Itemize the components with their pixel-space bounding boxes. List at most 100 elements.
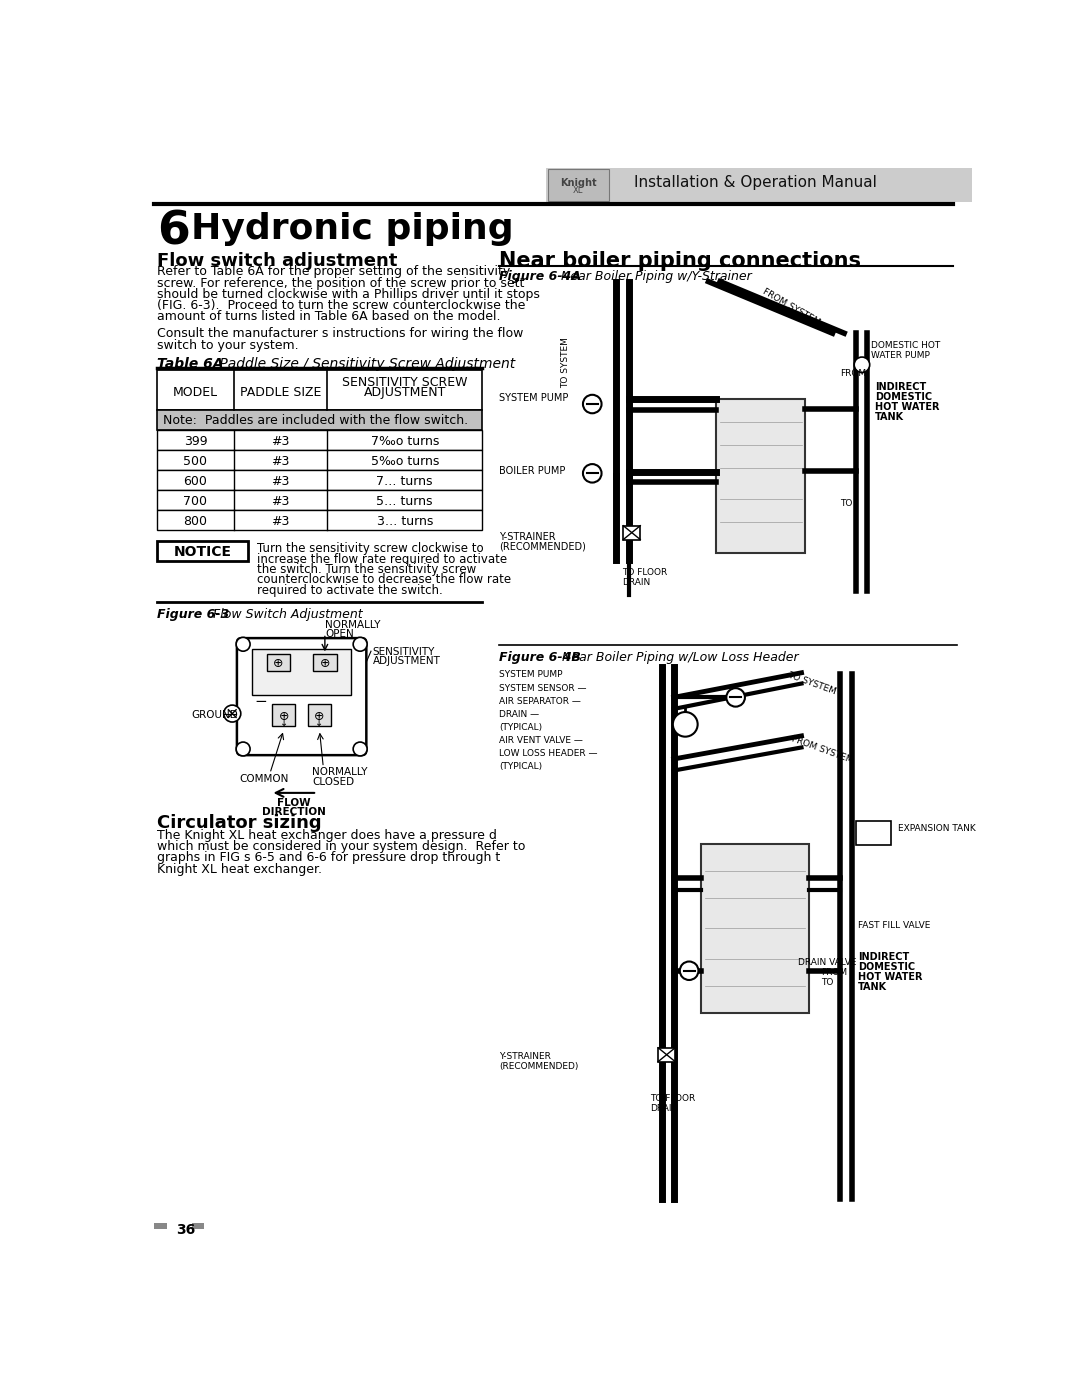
Text: Consult the manufacturer s instructions for wiring the flow: Consult the manufacturer s instructions … [157,327,523,341]
Text: SYSTEM SENSOR —: SYSTEM SENSOR — [499,683,586,693]
Text: NOTICE: NOTICE [174,545,231,559]
Text: increase the flow rate required to activate: increase the flow rate required to activ… [257,553,508,566]
Text: DRAIN: DRAIN [622,578,650,587]
Bar [157,469,482,490]
Text: 5… turns: 5… turns [377,496,433,509]
Text: INDIRECT: INDIRECT [859,951,909,961]
Bar [157,541,248,560]
Circle shape [224,705,241,722]
Text: ↓: ↓ [280,718,288,728]
Text: DOMESTIC: DOMESTIC [859,961,915,971]
Text: Near Boiler Piping w/Y-Strainer: Near Boiler Piping w/Y-Strainer [556,270,752,284]
Text: Y-STRAINER: Y-STRAINER [499,1052,551,1060]
Text: Table 6A: Table 6A [157,358,224,372]
Text: The Knight XL heat exchanger does have a pressure d: The Knight XL heat exchanger does have a… [157,828,497,842]
Text: AIR VENT VALVE —: AIR VENT VALVE — [499,736,583,745]
Text: Figure 6-4B: Figure 6-4B [499,651,581,664]
Bar [157,450,482,469]
Text: Turn the sensitivity screw clockwise to: Turn the sensitivity screw clockwise to [257,542,484,555]
Circle shape [583,395,602,414]
Text: NORMALLY: NORMALLY [312,767,368,778]
Text: Knight: Knight [561,179,596,189]
Text: HOT WATER: HOT WATER [859,971,922,982]
Text: SYSTEM PUMP: SYSTEM PUMP [499,671,563,679]
Text: −: − [255,694,268,710]
Text: 700: 700 [184,496,207,509]
Text: GROUND: GROUND [191,710,238,719]
Circle shape [673,712,698,736]
Text: (TYPICAL): (TYPICAL) [499,722,542,732]
Text: 6: 6 [157,210,190,256]
Text: FAST FILL VALVE: FAST FILL VALVE [859,921,931,929]
Text: SENSITIVITY SCREW: SENSITIVITY SCREW [342,376,468,388]
Text: DIRECTION: DIRECTION [262,806,326,817]
Text: 36: 36 [176,1224,195,1238]
Text: Hydronic piping: Hydronic piping [191,212,513,246]
Text: Near Boiler Piping w/Low Loss Header: Near Boiler Piping w/Low Loss Header [558,651,799,664]
Text: TO FLOOR: TO FLOOR [650,1094,696,1104]
Circle shape [854,358,869,373]
Text: PADDLE SIZE: PADDLE SIZE [240,386,322,400]
Text: the switch. Turn the sensitivity screw: the switch. Turn the sensitivity screw [257,563,476,576]
Text: DOMESTIC HOT: DOMESTIC HOT [872,341,941,349]
Text: LOW LOSS HEADER —: LOW LOSS HEADER — [499,749,597,759]
Circle shape [583,464,602,482]
Text: AIR SEPARATOR —: AIR SEPARATOR — [499,697,581,705]
Circle shape [353,637,367,651]
Text: #3: #3 [271,496,289,509]
Text: TANK: TANK [859,982,887,992]
Text: DRAIN —: DRAIN — [499,710,539,718]
Circle shape [727,689,745,707]
Bar [157,370,482,409]
Bar [548,169,608,201]
Text: Y-STRAINER: Y-STRAINER [499,532,556,542]
Text: graphs in FIG s 6-5 and 6-6 for pressure drop through t: graphs in FIG s 6-5 and 6-6 for pressure… [157,851,500,865]
Text: OPEN: OPEN [325,629,353,638]
Text: TO FLOOR: TO FLOOR [622,569,667,577]
Text: FROM SYSTEM: FROM SYSTEM [761,286,822,327]
Text: ⊕: ⊕ [273,658,284,671]
Circle shape [679,961,699,979]
Text: 5‰o turns: 5‰o turns [370,455,438,468]
Text: Paddle Size / Sensitivity Screw Adjustment: Paddle Size / Sensitivity Screw Adjustme… [215,358,515,372]
Text: FROM: FROM [840,369,866,379]
Text: 7… turns: 7… turns [377,475,433,489]
Text: which must be considered in your system design.  Refer to: which must be considered in your system … [157,840,525,854]
Text: XL: XL [573,186,583,196]
Text: NORMALLY: NORMALLY [325,620,380,630]
Text: Knight XL heat exchanger.: Knight XL heat exchanger. [157,862,322,876]
Text: #3: #3 [271,455,289,468]
Text: Figure 6-4A: Figure 6-4A [499,270,581,284]
Text: (RECOMMENDED): (RECOMMENDED) [499,542,586,552]
Text: DRAIN: DRAIN [650,1104,678,1113]
Circle shape [353,742,367,756]
Text: FLOW: FLOW [278,798,311,807]
Bar [701,844,809,1013]
Text: Installation & Operation Manual: Installation & Operation Manual [634,176,877,190]
Text: required to activate the switch.: required to activate the switch. [257,584,443,597]
Text: (TYPICAL): (TYPICAL) [499,763,542,771]
Text: #3: #3 [271,515,289,528]
Text: WATER PUMP: WATER PUMP [872,351,930,360]
Text: 800: 800 [184,515,207,528]
Text: ADJUSTMENT: ADJUSTMENT [373,655,441,666]
Text: SYSTEM PUMP: SYSTEM PUMP [499,393,569,404]
Text: CLOSED: CLOSED [312,777,354,787]
Text: TO: TO [840,499,852,507]
Text: Note:  Paddles are included with the flow switch.: Note: Paddles are included with the flow… [163,415,468,427]
Circle shape [237,637,251,651]
Text: MODEL: MODEL [173,386,218,400]
Bar [157,490,482,510]
Text: DOMESTIC: DOMESTIC [875,391,932,402]
Text: TANK: TANK [875,412,904,422]
Text: Near boiler piping connections: Near boiler piping connections [499,251,861,271]
Text: HOT WATER: HOT WATER [875,402,940,412]
Bar [716,398,806,553]
Text: EXPANSION TANK: EXPANSION TANK [899,824,976,834]
Text: DRAIN VALVE: DRAIN VALVE [798,958,856,967]
Text: counterclockwise to decrease the flow rate: counterclockwise to decrease the flow ra… [257,573,512,587]
Text: switch to your system.: switch to your system. [157,338,298,352]
Bar [157,409,482,430]
Text: (RECOMMENDED): (RECOMMENDED) [499,1062,579,1070]
Text: 500: 500 [184,455,207,468]
